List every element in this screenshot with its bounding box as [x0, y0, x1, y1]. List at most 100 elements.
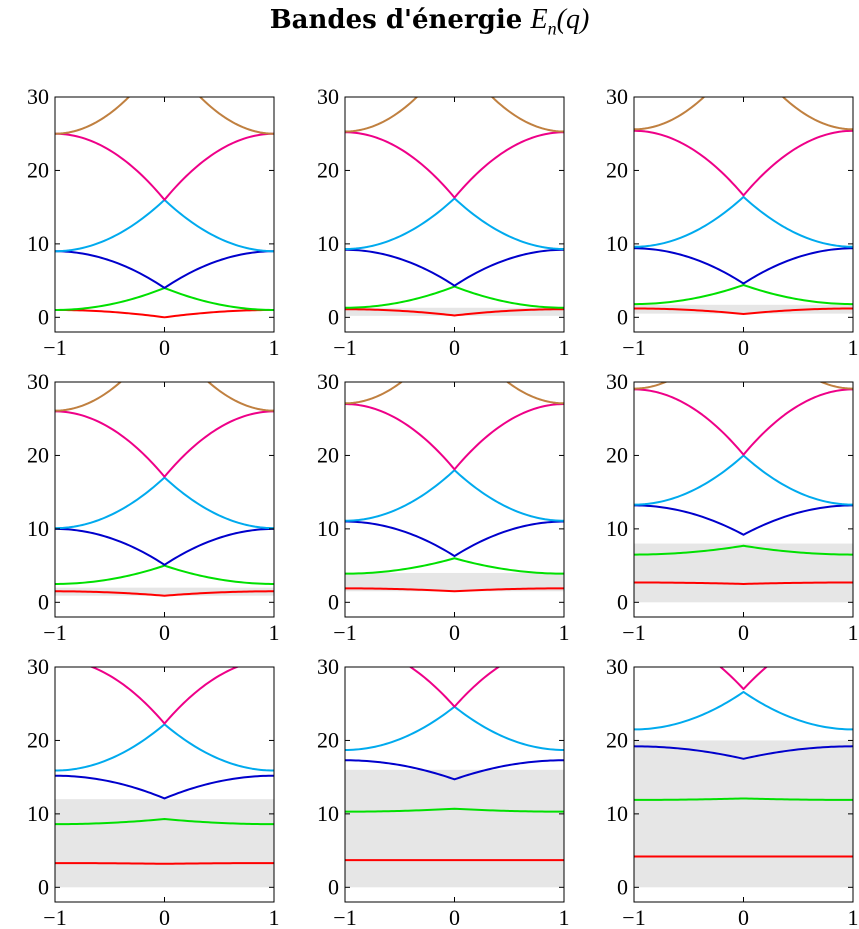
- x-tick-label: −1: [333, 905, 356, 929]
- y-tick-label: 0: [617, 304, 628, 329]
- y-tick-label: 30: [317, 369, 339, 394]
- band-1-curve: [345, 308, 564, 317]
- band-gap-region: [55, 587, 274, 596]
- y-tick-label: 20: [317, 157, 339, 182]
- x-tick-label: −1: [622, 905, 645, 929]
- x-tick-label: 0: [738, 905, 749, 929]
- y-tick-label: 30: [606, 369, 628, 394]
- panel-plot-area: [634, 667, 853, 888]
- y-tick-label: 10: [317, 516, 339, 541]
- panel-plot-area: [345, 382, 564, 593]
- band-2-curve: [55, 286, 274, 311]
- band-5-curve: [55, 410, 274, 478]
- band-3-curve: [634, 504, 853, 536]
- y-tick-label: 10: [606, 516, 628, 541]
- band-4-curve: [634, 454, 853, 506]
- band-5-curve: [634, 129, 853, 197]
- x-tick-label: 0: [449, 905, 460, 929]
- x-tick-label: 0: [449, 335, 460, 360]
- y-tick-label: 0: [328, 304, 339, 329]
- x-tick-label: 0: [449, 620, 460, 645]
- y-tick-label: 0: [38, 589, 49, 614]
- y-tick-label: 10: [606, 231, 628, 256]
- y-tick-label: 0: [38, 304, 49, 329]
- y-tick-label: 30: [317, 84, 339, 109]
- band-3-curve: [345, 759, 564, 781]
- panel-frame: [633, 96, 854, 333]
- band-4-curve: [55, 198, 274, 253]
- y-tick-label: 20: [317, 727, 339, 752]
- panel-frame: [54, 96, 275, 333]
- band-1-curve: [55, 862, 274, 865]
- y-tick-label: 30: [317, 654, 339, 679]
- band-4-curve: [55, 476, 274, 530]
- x-tick-label: 1: [559, 335, 570, 360]
- y-tick-label: 10: [27, 231, 49, 256]
- y-tick-label: 30: [606, 84, 628, 109]
- x-tick-label: −1: [43, 620, 66, 645]
- band-2-curve: [345, 557, 564, 575]
- band-gap-region: [634, 740, 853, 888]
- band-6-curve: [345, 97, 564, 133]
- y-tick-label: 20: [27, 727, 49, 752]
- band-2-curve: [634, 284, 853, 306]
- y-tick-label: 0: [617, 874, 628, 899]
- chart-title-text: Bandes d'énergie: [269, 5, 523, 35]
- x-tick-label: 1: [848, 620, 859, 645]
- title-math-sub: n: [547, 18, 557, 39]
- band-4-curve: [634, 690, 853, 731]
- band-2-curve: [634, 797, 853, 801]
- x-tick-label: 1: [269, 905, 280, 929]
- band-2-curve: [345, 807, 564, 813]
- panel-plot-area: [55, 667, 274, 888]
- y-tick-label: 20: [317, 442, 339, 467]
- band-5-curve: [345, 403, 564, 471]
- panel-plot-area: [345, 667, 564, 888]
- panel-plot-area: [345, 97, 564, 317]
- panel-plot-area: [55, 382, 274, 597]
- y-tick-label: 20: [606, 727, 628, 752]
- y-tick-label: 10: [27, 801, 49, 826]
- x-tick-label: 0: [159, 620, 170, 645]
- band-gap-region: [634, 304, 853, 314]
- y-tick-label: 20: [27, 442, 49, 467]
- x-tick-label: −1: [43, 335, 66, 360]
- x-tick-label: −1: [333, 620, 356, 645]
- panel-frame: [344, 96, 565, 333]
- band-gap-region: [634, 543, 853, 603]
- chart-title: Bandes d'énergie En(q): [0, 4, 859, 40]
- y-tick-label: 30: [27, 84, 49, 109]
- x-tick-label: −1: [333, 335, 356, 360]
- band-2-curve: [55, 564, 274, 585]
- band-3-curve: [634, 745, 853, 760]
- title-math-arg: (q): [556, 4, 590, 35]
- band-3-curve: [345, 248, 564, 287]
- band-2-curve: [55, 818, 274, 826]
- band-1-curve: [55, 308, 274, 319]
- band-1-curve: [634, 581, 853, 585]
- x-tick-label: 0: [159, 335, 170, 360]
- band-5-curve: [89, 667, 240, 725]
- band-6-curve: [55, 97, 274, 135]
- x-tick-label: −1: [622, 620, 645, 645]
- band-5-curve: [719, 667, 768, 691]
- panel-plot-area: [55, 97, 274, 319]
- y-tick-label: 10: [606, 801, 628, 826]
- band-5-curve: [55, 132, 274, 201]
- x-tick-label: −1: [43, 905, 66, 929]
- band-3-curve: [55, 250, 274, 289]
- band-gap-region: [345, 572, 564, 592]
- band-6-curve: [634, 97, 853, 131]
- x-tick-label: 1: [848, 335, 859, 360]
- band-4-curve: [345, 197, 564, 251]
- y-tick-label: 0: [328, 874, 339, 899]
- band-5-curve: [408, 667, 501, 708]
- band-1-curve: [55, 590, 274, 597]
- band-4-curve: [55, 723, 274, 772]
